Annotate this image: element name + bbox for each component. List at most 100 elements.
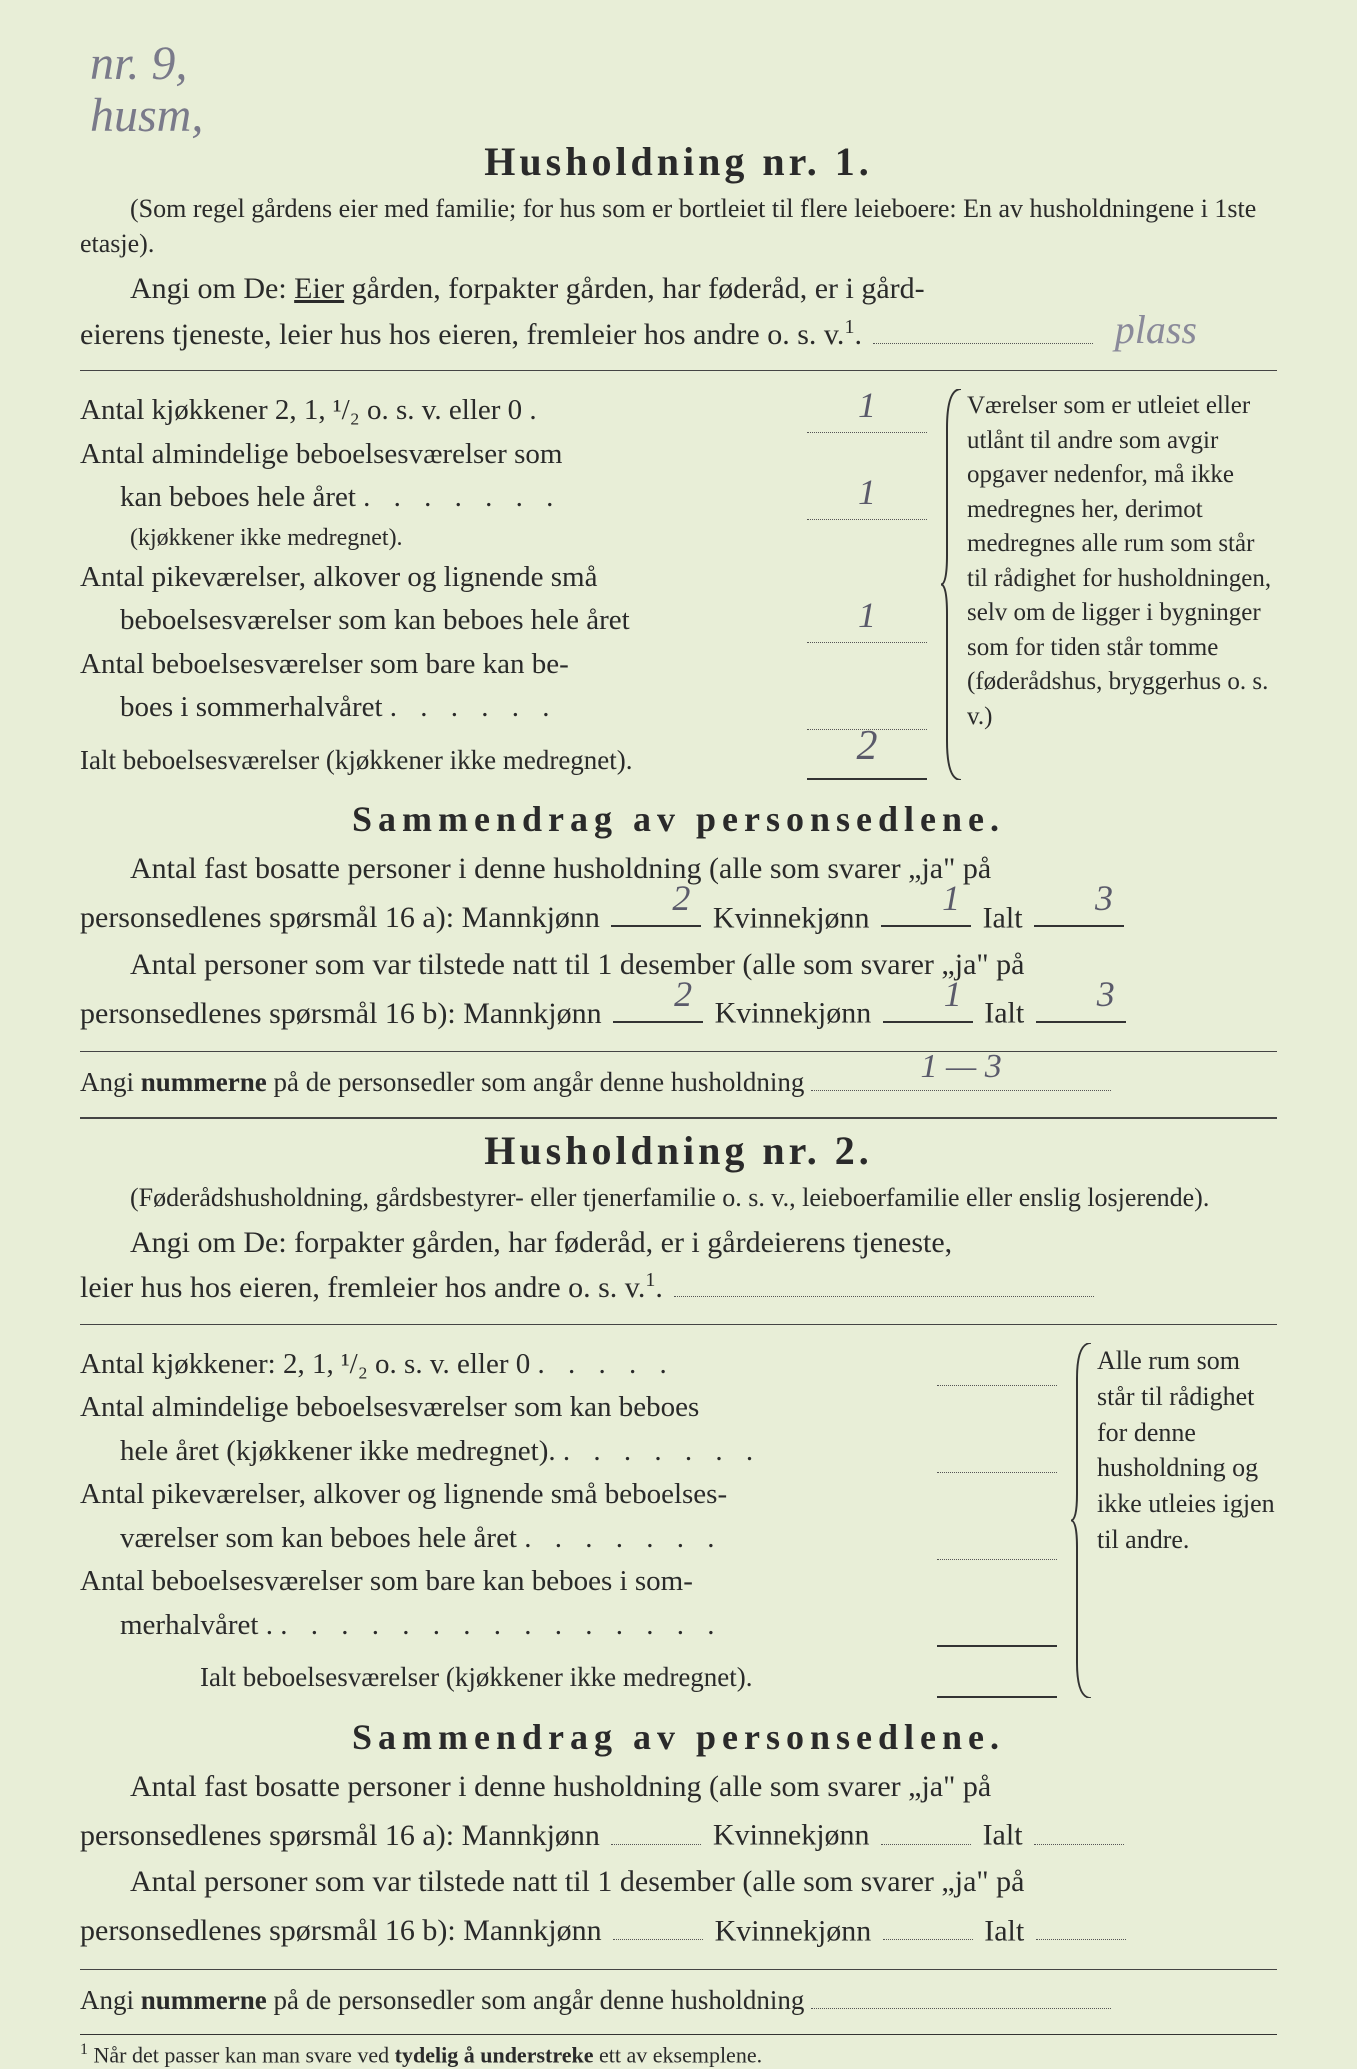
footnote-bold: tydelig å understreke (395, 2043, 594, 2068)
hh1-r3-val: 1 (858, 588, 876, 642)
dots: . (529, 394, 544, 426)
hh2-sum-b: Antal personer som var tilstede natt til… (80, 1859, 1277, 1955)
hh1-sum-b-ilabel: Ialt (984, 997, 1024, 1030)
spacer (937, 1566, 1057, 1604)
hh1-r3-label-a: Antal pikeværelser, alkover og lignende … (80, 556, 807, 600)
hh1-angi-num-slot: 1 — 3 (811, 1060, 1111, 1091)
hh2-sum-a-klabel: Kvinnekjønn (713, 1819, 870, 1852)
hh2-rooms-left: Antal kjøkkener: 2, 1, ¹/₂ o. s. v. elle… (80, 1343, 1057, 1698)
footnote-text-a: Når det passer kan man svare ved (94, 2043, 395, 2068)
hh2-sum-a-k-slot (881, 1810, 971, 1845)
divider-2 (80, 1051, 1277, 1052)
hh1-r1-slot: 1 (807, 395, 927, 433)
hh2-r4-label-a: Antal beboelsesværelser som bare kan beb… (80, 1560, 937, 1604)
hh1-sum-b: Antal personer som var tilstede natt til… (80, 942, 1277, 1038)
hh1-room-row-4a: Antal beboelsesværelser som bare kan be- (80, 643, 927, 687)
hh2-r2-slot (937, 1436, 1057, 1474)
dots: . . . . . . . (563, 1435, 761, 1467)
divider-5 (80, 1969, 1277, 1970)
hh1-angi-body-a2: gården, forpakter gården, har føderåd, e… (352, 272, 925, 305)
hh1-room-row-2a: Antal almindelige beboelsesværelser som (80, 433, 927, 477)
hh1-total-val: 2 (857, 715, 878, 778)
divider-3 (80, 1117, 1277, 1119)
hh1-r1-label: Antal kjøkkener 2, 1, ¹/₂ o. s. v. eller… (80, 394, 522, 426)
hh1-r4-label-b: boes i sommerhalvåret (120, 691, 383, 723)
dots: . . . . . . . (524, 1522, 722, 1554)
hh2-sum-a-line: personsedlenes spørsmål 16 a): Mannkjønn (80, 1813, 600, 1860)
hh1-angi: Angi om De: Eier gården, forpakter gårde… (80, 267, 1277, 356)
hh1-sum-a-pre: Antal fast bosatte personer i denne hush… (130, 852, 991, 885)
hh2-sum-a-m-slot (611, 1810, 701, 1845)
angi-text-3: Angi (80, 1985, 141, 2015)
hh1-rooms-block: Antal kjøkkener 2, 1, ¹/₂ o. s. v. eller… (80, 389, 1277, 780)
hh1-r4-label-a: Antal beboelsesværelser som bare kan be- (80, 643, 807, 687)
hh1-sum-b-pre: Antal personer som var tilstede natt til… (130, 948, 1024, 981)
footnote-ref-2: 1 (645, 1269, 655, 1291)
hh2-r3-slot (937, 1523, 1057, 1561)
brace-icon-2 (1071, 1343, 1095, 1698)
hh2-angi: Angi om De: forpakter gården, har føderå… (80, 1221, 1277, 1310)
hh2-r3-label-a: Antal pikeværelser, alkover og lignende … (80, 1473, 937, 1517)
nummerne-bold-2: nummerne (141, 1985, 267, 2015)
hh2-intro: (Føderådshusholdning, gårdsbestyrer- ell… (80, 1180, 1277, 1215)
hh1-r1-val: 1 (858, 378, 876, 432)
hh2-angi-fill (674, 1264, 1094, 1297)
hh2-room-row-3a: Antal pikeværelser, alkover og lignende … (80, 1473, 1057, 1517)
hh1-sum-a-i: 3 (1045, 871, 1113, 927)
hh2-total-slot (937, 1660, 1057, 1698)
hh1-sum-b-k: 1 (894, 967, 962, 1023)
hh2-rooms-note: Alle rum som står til rådighet for denne… (1077, 1343, 1277, 1698)
hh2-room-row-4a: Antal beboelsesværelser som bare kan beb… (80, 1560, 1057, 1604)
hh2-rooms-note-text: Alle rum som står til rådighet for denne… (1097, 1346, 1275, 1554)
dots: . . . . . (537, 1348, 674, 1380)
angi-text-4: på de personsedler som angår denne husho… (267, 1985, 805, 2015)
spacer (937, 1479, 1057, 1517)
hh2-sum-a-ilabel: Ialt (983, 1819, 1023, 1852)
hh2-room-row-3b: værelser som kan beboes hele året . . . … (80, 1517, 1057, 1561)
hh2-angi-prefix: Angi om De: (130, 1226, 287, 1259)
hh2-room-row-1: Antal kjøkkener: 2, 1, ¹/₂ o. s. v. elle… (80, 1343, 1057, 1387)
hh1-sum-a: Antal fast bosatte personer i denne hush… (80, 846, 1277, 942)
hh2-sum-b-pre: Antal personer som var tilstede natt til… (130, 1865, 1024, 1898)
hh1-sum-b-i: 3 (1047, 967, 1115, 1023)
hh1-sum-a-k: 1 (892, 871, 960, 927)
hh1-title: Husholdning nr. 1. (80, 138, 1277, 185)
hh1-sum-a-m: 2 (622, 871, 690, 927)
hh1-r2-label-b: kan beboes hele året (120, 481, 356, 513)
hh2-r4-slot (937, 1610, 1057, 1648)
hh1-rooms-note-text: Værelser som er utleiet eller utlånt til… (967, 392, 1271, 730)
hh1-sum-b-klabel: Kvinnekjønn (715, 997, 872, 1030)
brace-icon (941, 389, 965, 780)
footnote-marker: 1 (80, 2041, 88, 2058)
hh2-r4-label-b: merhalvåret . (120, 1609, 273, 1641)
hh2-room-total: Ialt beboelsesværelser (kjøkkener ikke m… (80, 1657, 1057, 1698)
hh1-rooms-left: Antal kjøkkener 2, 1, ¹/₂ o. s. v. eller… (80, 389, 927, 780)
hh1-sum-a-i-slot: 3 (1034, 893, 1124, 928)
hh1-room-row-3b: beboelsesværelser som kan beboes hele år… (80, 599, 927, 643)
hh2-angi-num-slot (811, 1978, 1111, 2009)
hh1-sum-b-k-slot: 1 (883, 988, 973, 1023)
hh2-sum-a-i-slot (1034, 1810, 1124, 1845)
hh2-angi-body-b: leier hus hos eieren, fremleier hos andr… (80, 1266, 645, 1310)
hh1-sum-b-line: personsedlenes spørsmål 16 b): Mannkjønn (80, 991, 602, 1038)
hh2-sum-b-k-slot (883, 1906, 973, 1941)
hh1-room-row-2b: kan beboes hele året . . . . . . . 1 (80, 476, 927, 520)
hh2-r3-label-b: værelser som kan beboes hele året (120, 1522, 517, 1554)
hh2-r2-label-a: Antal almindelige beboelsesværelser som … (80, 1386, 937, 1430)
hh2-room-row-2a: Antal almindelige beboelsesværelser som … (80, 1386, 1057, 1430)
hh1-r3-label-b: beboelsesværelser som kan beboes hele år… (80, 599, 807, 643)
hh2-r2-label-b: hele året (kjøkkener ikke medregnet). (120, 1435, 556, 1467)
hh1-r3-slot: 1 (807, 605, 927, 643)
hh1-total-label: Ialt beboelsesværelser (kjøkkener ikke m… (80, 740, 807, 781)
hh2-sum-b-klabel: Kvinnekjønn (715, 1914, 872, 1947)
hh2-sum-a-pre: Antal fast bosatte personer i denne hush… (130, 1770, 991, 1803)
hh1-sum-b-m: 2 (624, 967, 692, 1023)
hh1-room-total: Ialt beboelsesværelser (kjøkkener ikke m… (80, 740, 927, 781)
hh1-r2-val: 1 (858, 465, 876, 519)
hh2-sum-b-ilabel: Ialt (984, 1914, 1024, 1947)
hh2-room-row-4b: merhalvåret . . . . . . . . . . . . . . … (80, 1604, 1057, 1648)
hh1-sum-a-klabel: Kvinnekjønn (713, 901, 870, 934)
nummerne-bold: nummerne (141, 1067, 267, 1097)
hh1-r2-sub: (kjøkkener ikke medregnet). (80, 520, 927, 556)
hh1-summary-title: Sammendrag av personsedlene. (80, 798, 1277, 840)
